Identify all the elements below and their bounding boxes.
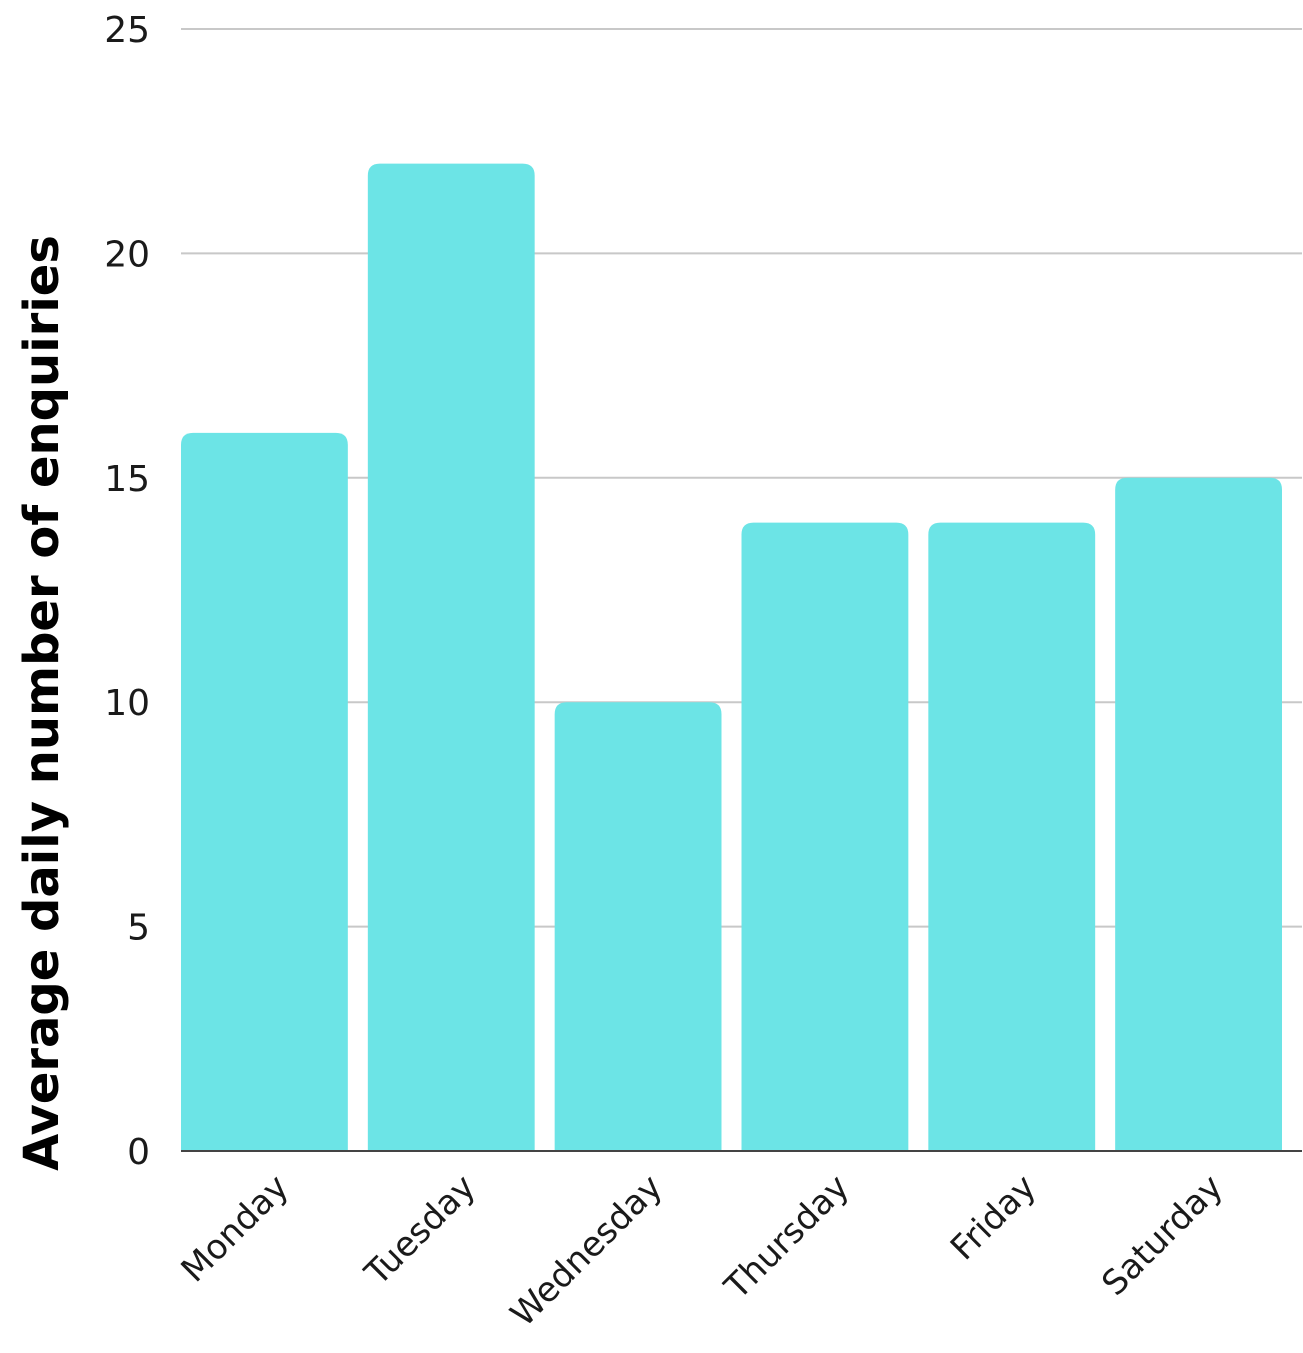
- x-tick-label: Thursday: [716, 1167, 857, 1308]
- x-tick-label: Saturday: [1094, 1167, 1231, 1304]
- bar-tuesday: [367, 163, 535, 1151]
- bar-thursday: [741, 522, 909, 1151]
- x-tick-labels: Monday Tuesday Wednesday Thursday Friday Satu…: [174, 1167, 1231, 1334]
- y-tick-label: 10: [104, 683, 150, 724]
- y-axis-title: Average daily number of enquiries: [14, 235, 70, 1171]
- y-tick-label: 20: [104, 234, 150, 275]
- bar-wednesday: [554, 702, 722, 1151]
- x-tick-label: Tuesday: [357, 1167, 484, 1294]
- x-tick-label: Wednesday: [503, 1167, 670, 1334]
- bar-friday: [928, 522, 1096, 1151]
- bar-saturday: [1115, 477, 1282, 1151]
- y-tick-label: 15: [104, 459, 150, 500]
- bar-monday: [181, 432, 348, 1151]
- bars: [181, 163, 1282, 1151]
- y-tick-label: 0: [127, 1132, 150, 1173]
- y-tick-label: 25: [104, 10, 150, 51]
- x-tick-label: Monday: [174, 1167, 297, 1290]
- y-tick-label: 5: [127, 908, 150, 949]
- x-tick-label: Friday: [943, 1167, 1044, 1268]
- y-tick-labels: 0 5 10 15 20 25: [104, 10, 150, 1173]
